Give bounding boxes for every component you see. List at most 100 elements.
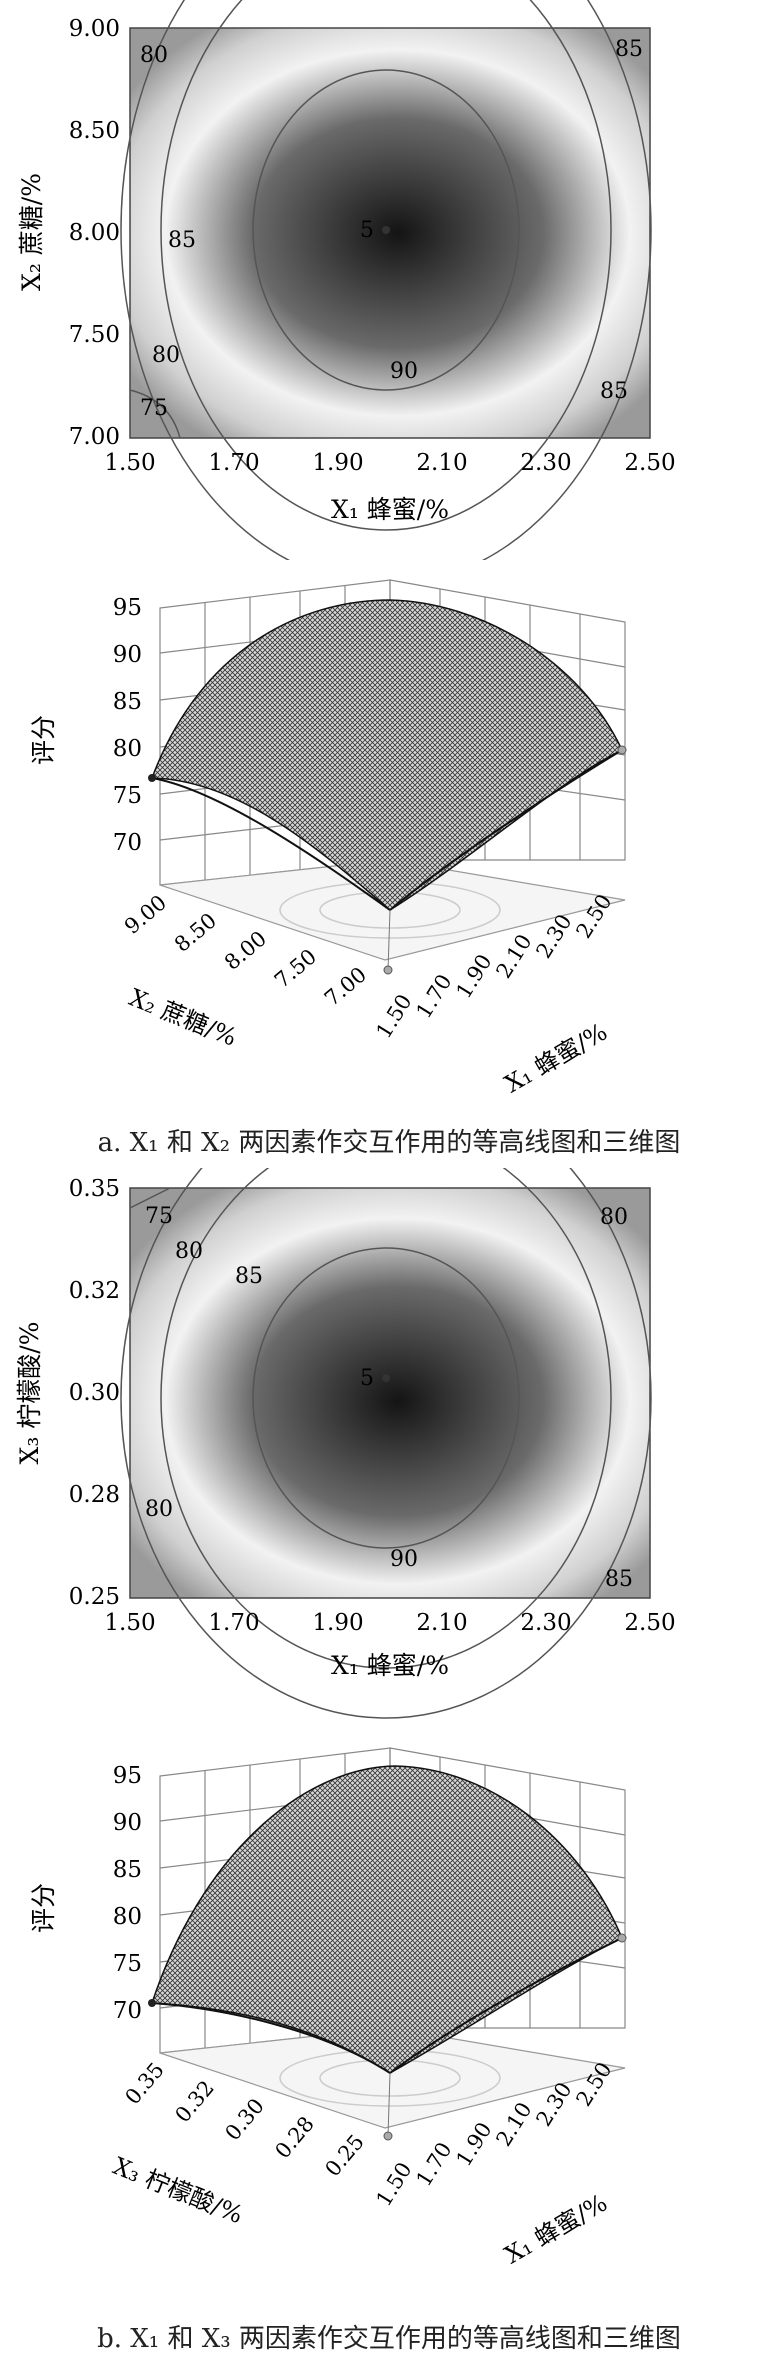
svg-text:7.50: 7.50 bbox=[270, 944, 321, 992]
svg-text:7.00: 7.00 bbox=[320, 962, 371, 1010]
svg-text:1.50: 1.50 bbox=[371, 2158, 416, 2210]
svg-text:80: 80 bbox=[113, 1904, 142, 1930]
svg-text:0.30: 0.30 bbox=[220, 2094, 268, 2145]
svg-text:1.70: 1.70 bbox=[208, 450, 259, 476]
svg-text:85: 85 bbox=[615, 37, 643, 62]
svg-text:85: 85 bbox=[605, 1567, 633, 1592]
svg-text:7.00: 7.00 bbox=[69, 424, 120, 450]
contour-area bbox=[129, 27, 651, 439]
center-point bbox=[382, 1374, 390, 1382]
design-point bbox=[617, 1933, 627, 1943]
caption-a: a. X₁ 和 X₂ 两因素作交互作用的等高线图和三维图 bbox=[97, 1128, 681, 1158]
svg-text:75: 75 bbox=[140, 396, 168, 421]
design-point bbox=[617, 745, 627, 755]
svg-text:5: 5 bbox=[360, 1366, 374, 1391]
svg-text:0.28: 0.28 bbox=[69, 1482, 120, 1508]
svg-text:90: 90 bbox=[390, 359, 418, 384]
y-tick-labels: 0.35 0.32 0.30 0.28 0.25 bbox=[69, 1176, 120, 1610]
svg-text:0.25: 0.25 bbox=[69, 1584, 120, 1610]
svg-text:8.00: 8.00 bbox=[69, 220, 120, 246]
svg-text:75: 75 bbox=[145, 1204, 173, 1229]
z-axis-label: 评分 bbox=[29, 1883, 58, 1933]
contour-lines bbox=[120, 0, 652, 560]
svg-text:2.30: 2.30 bbox=[520, 450, 571, 476]
svg-text:1.90: 1.90 bbox=[451, 950, 496, 1002]
svg-text:8.50: 8.50 bbox=[69, 118, 120, 144]
left-axis-label: X₂ 蔗糖/% bbox=[125, 983, 240, 1051]
svg-text:85: 85 bbox=[113, 689, 142, 715]
svg-text:0.30: 0.30 bbox=[69, 1380, 120, 1406]
contour-lines bbox=[120, 1168, 652, 1719]
z-tick-labels: 95 90 85 80 75 70 bbox=[113, 595, 142, 856]
design-point bbox=[383, 965, 393, 975]
design-point bbox=[148, 1999, 156, 2007]
svg-text:80: 80 bbox=[145, 1497, 173, 1522]
svg-text:0.25: 0.25 bbox=[320, 2130, 368, 2181]
svg-text:1.50: 1.50 bbox=[371, 990, 416, 1042]
surface-plot-b: 95 90 85 80 75 70 评分 0.35 0.32 0.30 0.28… bbox=[29, 1747, 627, 2270]
svg-text:95: 95 bbox=[113, 595, 142, 621]
svg-text:0.32: 0.32 bbox=[69, 1278, 120, 1304]
svg-text:1.50: 1.50 bbox=[104, 1610, 155, 1636]
svg-text:1.90: 1.90 bbox=[312, 450, 363, 476]
svg-text:2.10: 2.10 bbox=[416, 450, 467, 476]
right-axis-label: X₁ 蜂蜜/% bbox=[500, 2189, 612, 2270]
y-axis-label: X₂ 蔗糖/% bbox=[17, 173, 46, 291]
center-point bbox=[382, 226, 390, 234]
svg-text:1.90: 1.90 bbox=[312, 1610, 363, 1636]
caption-b: b. X₁ 和 X₃ 两因素作交互作用的等高线图和三维图 bbox=[97, 2324, 681, 2354]
svg-text:1.50: 1.50 bbox=[104, 450, 155, 476]
surface-plot-a: 95 90 85 80 75 70 评分 9.00 8.50 8.00 7.50… bbox=[29, 579, 627, 1099]
svg-text:8.50: 8.50 bbox=[170, 908, 221, 956]
svg-text:90: 90 bbox=[113, 1810, 142, 1836]
left-axis-label: X₃ 柠檬酸/% bbox=[109, 2152, 247, 2229]
svg-text:95: 95 bbox=[113, 1763, 142, 1789]
svg-text:1.70: 1.70 bbox=[411, 970, 456, 1022]
svg-text:0.28: 0.28 bbox=[270, 2112, 318, 2163]
svg-text:90: 90 bbox=[113, 642, 142, 668]
svg-text:0.32: 0.32 bbox=[170, 2076, 218, 2127]
svg-text:80: 80 bbox=[600, 1205, 628, 1230]
svg-text:85: 85 bbox=[113, 1857, 142, 1883]
z-axis-label: 评分 bbox=[29, 715, 58, 765]
response-surface bbox=[150, 1765, 623, 2074]
svg-text:80: 80 bbox=[140, 43, 168, 68]
right-axis-label: X₁ 蜂蜜/% bbox=[500, 1018, 612, 1099]
svg-text:85: 85 bbox=[168, 228, 196, 253]
svg-text:85: 85 bbox=[600, 379, 628, 404]
svg-text:0.35: 0.35 bbox=[120, 2058, 168, 2109]
svg-text:75: 75 bbox=[113, 783, 142, 809]
svg-text:75: 75 bbox=[113, 1951, 142, 1977]
svg-text:9.00: 9.00 bbox=[120, 890, 171, 938]
svg-text:0.35: 0.35 bbox=[69, 1176, 120, 1202]
svg-text:7.50: 7.50 bbox=[69, 322, 120, 348]
response-surface bbox=[150, 599, 623, 911]
design-point bbox=[383, 2131, 393, 2141]
svg-text:2.10: 2.10 bbox=[416, 1610, 467, 1636]
design-point bbox=[148, 774, 156, 782]
contour-plot-a: 80 85 85 80 75 90 85 5 9.00 8.50 8.00 7.… bbox=[17, 0, 676, 560]
svg-text:5: 5 bbox=[360, 218, 374, 243]
svg-text:8.00: 8.00 bbox=[220, 926, 271, 974]
x-tick-labels: 1.50 1.70 1.90 2.10 2.30 2.50 bbox=[104, 450, 675, 476]
svg-text:70: 70 bbox=[113, 1998, 142, 2024]
x-axis-label: X₁ 蜂蜜/% bbox=[331, 495, 449, 524]
y-axis-label: X₃ 柠檬酸/% bbox=[15, 1322, 44, 1465]
floor bbox=[159, 859, 626, 961]
x-tick-labels: 1.50 1.70 1.90 2.10 2.30 2.50 bbox=[104, 1610, 675, 1636]
svg-text:2.10: 2.10 bbox=[491, 2098, 536, 2150]
svg-text:9.00: 9.00 bbox=[69, 16, 120, 42]
svg-text:1.70: 1.70 bbox=[411, 2138, 456, 2190]
svg-text:80: 80 bbox=[113, 736, 142, 762]
z-tick-labels: 95 90 85 80 75 70 bbox=[113, 1763, 142, 2024]
svg-text:90: 90 bbox=[390, 1547, 418, 1572]
svg-text:85: 85 bbox=[235, 1264, 263, 1289]
svg-text:1.70: 1.70 bbox=[208, 1610, 259, 1636]
svg-text:2.10: 2.10 bbox=[491, 930, 536, 982]
svg-text:70: 70 bbox=[113, 830, 142, 856]
contour-labels: 80 85 85 80 75 90 85 5 bbox=[140, 37, 643, 421]
x-axis-label: X₁ 蜂蜜/% bbox=[331, 1651, 449, 1680]
svg-text:2.50: 2.50 bbox=[624, 1610, 675, 1636]
svg-text:2.50: 2.50 bbox=[624, 450, 675, 476]
svg-text:80: 80 bbox=[175, 1239, 203, 1264]
